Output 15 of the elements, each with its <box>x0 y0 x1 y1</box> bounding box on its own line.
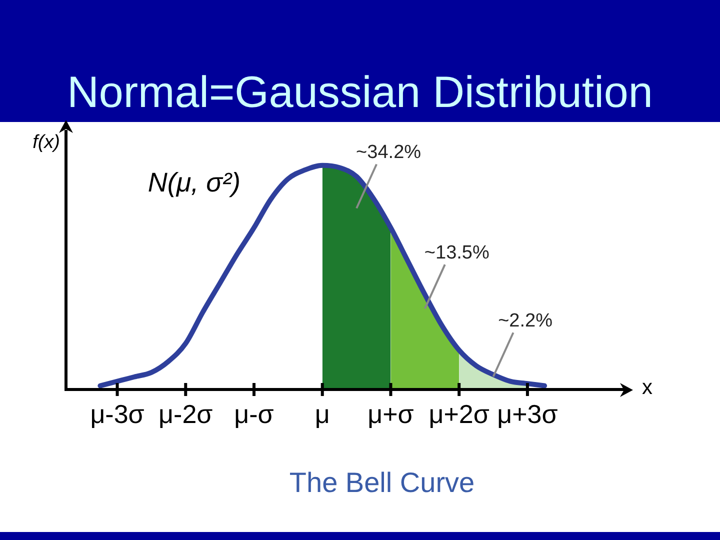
x-tick-label: μ-2σ <box>158 398 213 429</box>
x-tick-label: μ-σ <box>234 398 274 429</box>
x-tick-label: μ+3σ <box>497 398 558 429</box>
annotation: ~2.2% <box>498 310 553 332</box>
annotation: ~13.5% <box>424 242 490 264</box>
series-label: N(μ, σ²) <box>148 167 240 198</box>
text: The Bell Curve <box>288 467 476 499</box>
x-tick-label: μ+2σ <box>428 398 490 429</box>
text: ~34.2% <box>356 142 422 164</box>
x-tick-label: μ-3σ <box>90 398 144 429</box>
x-axis-title: x <box>642 376 653 399</box>
x-tick-label: μ <box>314 398 330 429</box>
x-tick-label: μ+σ <box>368 398 414 429</box>
y-axis-title: f(x) <box>32 132 60 153</box>
chart-title: Normal=Gaussian Distribution <box>66 67 654 119</box>
